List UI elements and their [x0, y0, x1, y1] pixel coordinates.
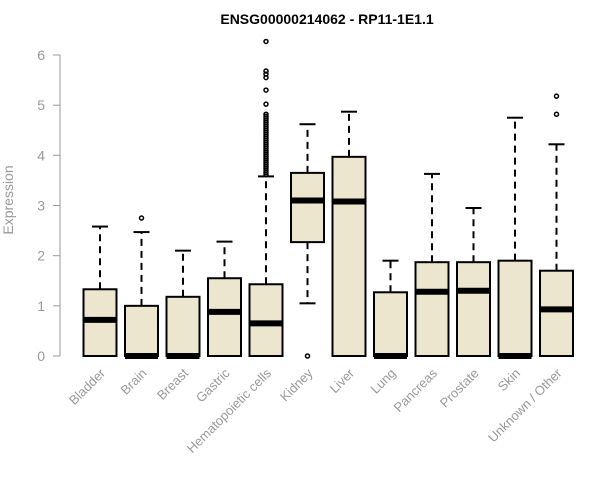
box-pancreas	[414, 172, 450, 357]
outlier-hematopoietic-cells-32	[263, 87, 269, 93]
outlier-kidney-0	[304, 353, 311, 359]
boxes-group	[82, 38, 574, 359]
x-tick-label-breast: Breast	[154, 365, 191, 402]
outlier-unknown-other-1	[553, 93, 560, 99]
box-liver	[331, 110, 367, 357]
box-body-breast	[165, 295, 201, 358]
box-skin	[497, 116, 533, 359]
y-tick-label-2: 2	[37, 248, 45, 264]
box-gastric	[207, 240, 242, 357]
x-tick-label-kidney: Kidney	[277, 365, 316, 404]
y-axis-label: Expression	[0, 165, 16, 234]
x-tick-label-gastric: Gastric	[193, 365, 233, 405]
box-lung	[373, 259, 408, 359]
box-body-kidney	[290, 171, 325, 244]
y-tick-label-3: 3	[37, 198, 45, 214]
outlier-hematopoietic-cells-36	[263, 38, 269, 45]
y-axis: 0 1 2 3 4 5 6	[37, 47, 61, 364]
box-kidney	[290, 123, 325, 359]
x-tick-label-prostate: Prostate	[437, 366, 482, 411]
box-body-unknown-other	[539, 269, 574, 358]
box-unknown-other	[539, 93, 574, 358]
y-tick-label-0: 0	[37, 348, 45, 364]
x-tick-label-lung: Lung	[368, 366, 399, 397]
outlier-unknown-other-0	[553, 111, 560, 117]
outlier-hematopoietic-cells-31	[263, 101, 269, 107]
box-body-lung	[373, 291, 408, 357]
box-body-gastric	[207, 277, 242, 357]
outlier-hematopoietic-cells-30	[263, 111, 269, 117]
box-body-brain	[124, 304, 159, 358]
box-body-hematopoietic-cells	[248, 283, 284, 357]
box-breast	[165, 249, 201, 359]
x-tick-label-bladder: Bladder	[66, 365, 109, 408]
x-tick-label-pancreas: Pancreas	[391, 365, 441, 415]
box-hematopoietic-cells	[248, 38, 284, 357]
chart-title: ENSG00000214062 - RP11-1E1.1	[220, 11, 433, 27]
y-tick-label-1: 1	[37, 298, 45, 314]
x-tick-label-brain: Brain	[118, 366, 150, 398]
x-tick-label-liver: Liver	[327, 365, 358, 396]
y-tick-label-5: 5	[37, 97, 45, 113]
box-bladder	[82, 225, 118, 357]
outlier-brain-0	[138, 215, 145, 221]
box-brain	[124, 215, 159, 359]
box-body-skin	[497, 259, 533, 357]
x-tick-label-unknown-other: Unknown / Other	[485, 365, 565, 445]
y-tick-label-6: 6	[37, 47, 45, 63]
outlier-hematopoietic-cells-29	[263, 113, 269, 119]
outlier-hematopoietic-cells-35	[263, 68, 269, 74]
outlier-hematopoietic-cells-34	[263, 71, 269, 77]
box-body-pancreas	[414, 261, 450, 357]
box-body-prostate	[456, 261, 491, 357]
box-body-liver	[331, 155, 367, 357]
box-prostate	[456, 207, 491, 357]
y-tick-label-4: 4	[37, 147, 45, 163]
x-tick-label-skin: Skin	[495, 366, 523, 394]
